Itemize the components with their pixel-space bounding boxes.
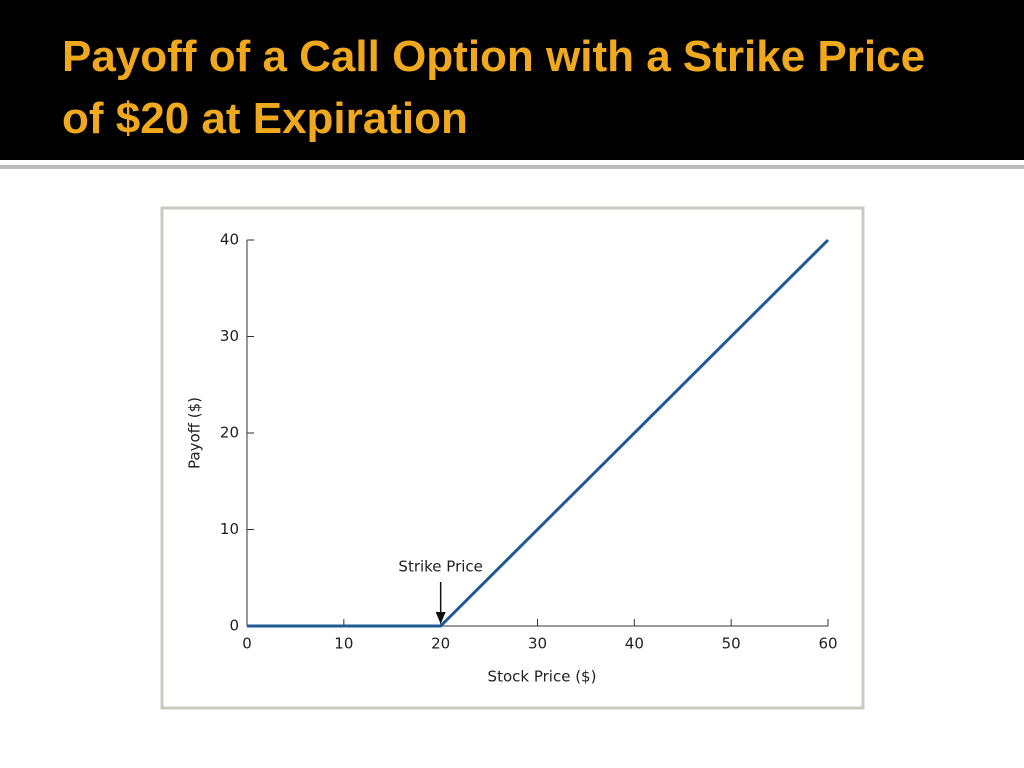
header-rule <box>0 165 1024 169</box>
x-tick-label: 40 <box>625 635 644 653</box>
chart-frame <box>160 206 865 710</box>
y-axis-label: Payoff ($) <box>186 397 204 469</box>
arrow-head <box>435 612 446 624</box>
x-axis-label: Stock Price ($) <box>488 668 597 686</box>
x-tick-label: 30 <box>528 635 547 653</box>
annotation: Strike Price <box>398 558 482 576</box>
x-tick-label: 50 <box>722 635 741 653</box>
y-tick-label: 0 <box>229 617 239 635</box>
x-tick-label: 10 <box>334 635 353 653</box>
y-tick-label: 30 <box>220 327 239 345</box>
data-line <box>247 238 830 628</box>
x-tick-label: 60 <box>818 635 837 653</box>
x-tick-label: 20 <box>431 635 450 653</box>
y-tick-label: 10 <box>220 520 239 538</box>
header-bar <box>0 0 1024 160</box>
x-tick-label: 0 <box>242 635 252 653</box>
y-tick-label: 20 <box>220 424 239 442</box>
y-tick-label: 40 <box>220 231 239 249</box>
slide-title: Payoff of a Call Option with a Strike Pr… <box>62 32 926 143</box>
